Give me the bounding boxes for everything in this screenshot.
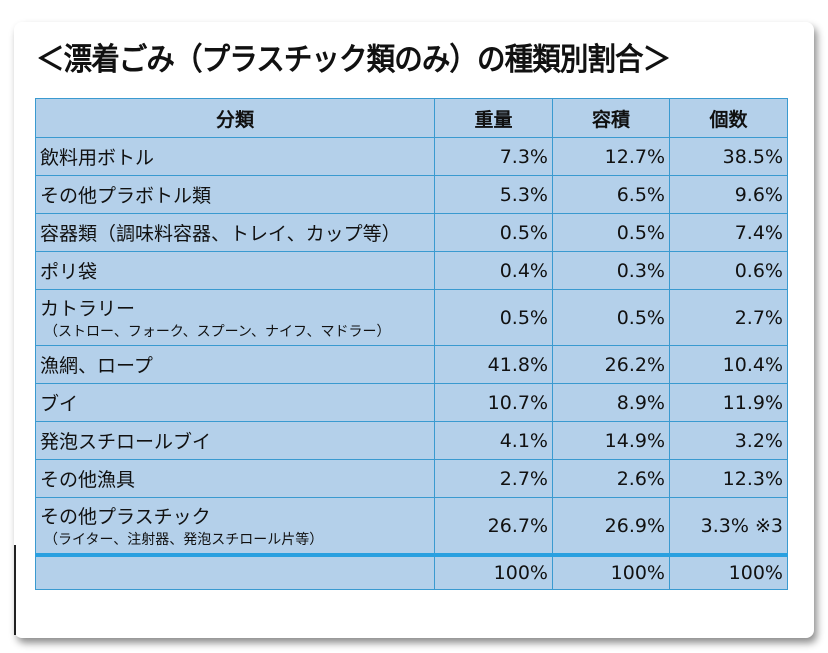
category-cell: 漁網、ロープ [35, 345, 435, 384]
volume-cell: 0.3% [552, 251, 670, 290]
weight-cell: 5.3% [434, 175, 553, 214]
table-row: ブイ 10.7% 8.9% 11.9% [35, 383, 788, 422]
weight-cell: 0.4% [434, 251, 553, 290]
volume-cell: 2.6% [552, 459, 670, 498]
category-subtext: （ストロー、フォーク、スプーン、ナイフ、マドラー） [44, 324, 391, 340]
table-row: カトラリー （ストロー、フォーク、スプーン、ナイフ、マドラー） 0.5% 0.5%… [35, 289, 788, 346]
count-cell: 38.5% [669, 137, 788, 176]
count-cell: 12.3% [669, 459, 788, 498]
total-weight: 100% [434, 553, 553, 590]
volume-cell: 26.2% [552, 345, 670, 384]
category-name: その他漁具 [40, 469, 136, 491]
header-count: 個数 [669, 98, 788, 138]
count-cell: 0.6% [669, 251, 788, 290]
count-cell: 7.4% [669, 213, 788, 252]
category-cell: その他プラボトル類 [35, 175, 435, 214]
category-name: その他プラスチック [40, 506, 211, 528]
plastic-waste-table: 分類 重量 容積 個数 飲料用ボトル 7.3% 12.7% 38.5% その他プラ… [35, 98, 788, 590]
volume-cell: 8.9% [552, 383, 670, 422]
volume-cell: 0.5% [552, 213, 670, 252]
table-row: 容器類（調味料容器、トレイ、カップ等） 0.5% 0.5% 7.4% [35, 213, 788, 252]
count-cell: 2.7% [669, 289, 788, 346]
total-label-cell [35, 553, 435, 590]
table-row: その他プラスチック （ライター、注射器、発泡スチロール片等） 26.7% 26.9… [35, 497, 788, 556]
weight-cell: 4.1% [434, 421, 553, 460]
volume-cell: 0.5% [552, 289, 670, 346]
count-cell: 10.4% [669, 345, 788, 384]
weight-cell: 26.7% [434, 497, 553, 556]
weight-cell: 0.5% [434, 289, 553, 346]
volume-cell: 26.9% [552, 497, 670, 556]
table-row: ポリ袋 0.4% 0.3% 0.6% [35, 251, 788, 290]
category-name: ポリ袋 [40, 261, 98, 283]
table-header-row: 分類 重量 容積 個数 [35, 98, 788, 138]
category-cell: その他プラスチック （ライター、注射器、発泡スチロール片等） [35, 497, 435, 556]
category-cell: その他漁具 [35, 459, 435, 498]
category-cell: ポリ袋 [35, 251, 435, 290]
total-volume: 100% [552, 553, 670, 590]
category-cell: 容器類（調味料容器、トレイ、カップ等） [35, 213, 435, 252]
count-cell: 3.3% ※3 [669, 497, 788, 556]
divider-line [14, 545, 16, 635]
category-name: 飲料用ボトル [40, 147, 155, 169]
volume-cell: 14.9% [552, 421, 670, 460]
category-name: 容器類（調味料容器、トレイ、カップ等） [40, 223, 401, 245]
table-row: その他プラボトル類 5.3% 6.5% 9.6% [35, 175, 788, 214]
count-cell: 9.6% [669, 175, 788, 214]
total-count: 100% [669, 553, 788, 590]
volume-cell: 6.5% [552, 175, 670, 214]
count-cell: 3.2% [669, 421, 788, 460]
weight-cell: 2.7% [434, 459, 553, 498]
category-cell: カトラリー （ストロー、フォーク、スプーン、ナイフ、マドラー） [35, 289, 435, 346]
category-cell: 発泡スチロールブイ [35, 421, 435, 460]
category-name: カトラリー [40, 298, 136, 320]
weight-cell: 0.5% [434, 213, 553, 252]
count-cell: 11.9% [669, 383, 788, 422]
table-row: 飲料用ボトル 7.3% 12.7% 38.5% [35, 137, 788, 176]
volume-cell: 12.7% [552, 137, 670, 176]
header-weight: 重量 [434, 98, 553, 138]
category-subtext: （ライター、注射器、発泡スチロール片等） [44, 532, 324, 548]
table-row: 漁網、ロープ 41.8% 26.2% 10.4% [35, 345, 788, 384]
category-cell: 飲料用ボトル [35, 137, 435, 176]
header-category: 分類 [35, 98, 435, 138]
total-row: 100% 100% 100% [35, 553, 788, 590]
category-name: 発泡スチロールブイ [40, 431, 212, 453]
table-row: その他漁具 2.7% 2.6% 12.3% [35, 459, 788, 498]
weight-cell: 10.7% [434, 383, 553, 422]
table-row: 発泡スチロールブイ 4.1% 14.9% 3.2% [35, 421, 788, 460]
page-title: ＜漂着ごみ（プラスチック類のみ）の種類別割合＞ [36, 42, 671, 78]
category-name: 漁網、ロープ [40, 355, 153, 377]
weight-cell: 41.8% [434, 345, 553, 384]
header-volume: 容積 [552, 98, 670, 138]
weight-cell: 7.3% [434, 137, 553, 176]
category-cell: ブイ [35, 383, 435, 422]
category-name: その他プラボトル類 [40, 185, 212, 207]
category-name: ブイ [40, 393, 79, 415]
